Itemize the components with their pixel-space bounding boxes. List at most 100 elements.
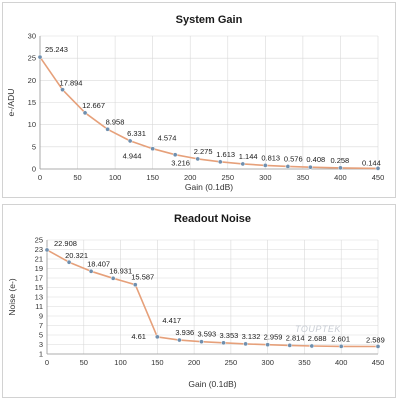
data-label: 6.331 — [127, 129, 146, 138]
x-tick-label: 400 — [335, 358, 348, 367]
data-label: 22.908 — [54, 239, 77, 248]
data-label: 2.601 — [331, 334, 350, 343]
data-label: 12.667 — [82, 101, 105, 110]
data-point — [132, 282, 138, 288]
y-axis-label: e-/ADU — [6, 89, 16, 117]
data-label: 16.931 — [109, 266, 132, 275]
y-tick-label: 19 — [35, 264, 43, 273]
x-tick-label: 450 — [372, 358, 385, 367]
x-tick-label: 0 — [45, 358, 49, 367]
data-point — [308, 164, 313, 170]
data-point — [217, 159, 223, 165]
data-point — [37, 54, 43, 60]
data-label: 20.321 — [65, 251, 88, 260]
chart-title: System Gain — [176, 14, 243, 26]
data-label: 0.408 — [306, 155, 325, 164]
data-label: 25.243 — [45, 45, 68, 54]
y-tick-label: 15 — [35, 283, 43, 292]
data-point — [177, 337, 182, 343]
data-point — [240, 161, 246, 167]
x-tick-label: 200 — [184, 173, 197, 182]
watermark: TOUPTEK — [295, 324, 341, 334]
data-point — [60, 87, 65, 93]
data-label: 2.959 — [264, 333, 283, 342]
y-tick-label: 7 — [39, 321, 43, 330]
data-point — [265, 342, 271, 348]
x-tick-label: 100 — [114, 358, 127, 367]
data-label: 8.958 — [106, 117, 125, 126]
y-axis-label: Noise (e-) — [7, 278, 17, 315]
data-point — [110, 275, 116, 281]
data-point — [127, 138, 133, 144]
data-point — [243, 341, 248, 347]
data-point — [375, 166, 381, 171]
data-point — [375, 344, 381, 349]
data-point — [172, 152, 178, 158]
y-tick-label: 25 — [35, 236, 43, 245]
x-axis-label: Gain (0.1dB) — [185, 182, 233, 192]
data-point — [287, 343, 293, 348]
data-point — [285, 164, 291, 169]
y-tick-label: 0 — [32, 165, 36, 174]
data-point — [66, 259, 72, 265]
data-point — [262, 163, 268, 168]
x-tick-label: 50 — [73, 173, 81, 182]
data-point — [88, 268, 94, 274]
data-label: 3.132 — [242, 332, 261, 341]
data-point — [154, 334, 160, 340]
data-label: 0.258 — [330, 156, 349, 165]
data-point — [221, 340, 226, 346]
data-label: 3.353 — [220, 331, 239, 340]
x-tick-label: 150 — [151, 358, 164, 367]
x-tick-label: 350 — [298, 358, 311, 367]
data-point — [338, 344, 344, 349]
y-tick-label: 5 — [39, 331, 43, 340]
data-label: 4.944 — [123, 152, 142, 161]
x-tick-label: 50 — [80, 358, 88, 367]
x-tick-label: 400 — [334, 173, 347, 182]
data-label: 15.587 — [131, 273, 154, 282]
data-point — [44, 247, 50, 253]
data-label: 17.894 — [60, 79, 83, 88]
y-tick-label: 30 — [28, 32, 36, 41]
y-tick-label: 20 — [28, 76, 36, 85]
data-label: 3.593 — [197, 330, 216, 339]
x-axis-label: Gain (0.1dB) — [188, 379, 236, 389]
data-point — [150, 146, 156, 152]
data-label: 18.407 — [87, 259, 110, 268]
x-tick-label: 450 — [372, 173, 385, 182]
y-tick-label: 21 — [35, 255, 43, 264]
chart-title: Readout Noise — [174, 213, 251, 225]
y-tick-label: 5 — [32, 142, 36, 151]
y-tick-label: 15 — [28, 98, 36, 107]
data-label-extra: 4.417 — [162, 316, 181, 325]
x-tick-label: 350 — [297, 173, 310, 182]
data-label: 0.576 — [284, 154, 303, 163]
x-tick-label: 300 — [261, 358, 274, 367]
system-gain-chart-panel: System Gain 0 5 10 15 20 25 30 0 50 100 150 200 250 30… — [2, 2, 396, 198]
x-tick-label: 200 — [188, 358, 201, 367]
data-point — [309, 343, 315, 349]
data-label: 3.216 — [171, 159, 190, 168]
data-label: 2.275 — [194, 147, 213, 156]
data-label: 1.613 — [216, 150, 235, 159]
y-tick-label: 13 — [35, 293, 43, 302]
y-tick-label: 25 — [28, 54, 36, 63]
data-label: 2.814 — [286, 333, 305, 342]
x-tick-label: 100 — [109, 173, 122, 182]
data-point — [105, 126, 110, 132]
x-tick-label: 150 — [146, 173, 159, 182]
data-label: 1.144 — [239, 152, 258, 161]
y-tick-label: 1 — [39, 350, 43, 359]
data-point — [82, 110, 88, 116]
readout-noise-chart-panel: Readout Noise 1 3 5 7 9 11 13 15 17 19 21 23 25 0 50 100… — [2, 204, 396, 398]
y-tick-label: 3 — [39, 340, 43, 349]
x-tick-label: 300 — [259, 173, 272, 182]
data-label: 2.688 — [308, 334, 327, 343]
y-tick-label: 17 — [35, 274, 43, 283]
data-label: 4.61 — [131, 332, 146, 341]
y-tick-label: 11 — [35, 302, 43, 311]
